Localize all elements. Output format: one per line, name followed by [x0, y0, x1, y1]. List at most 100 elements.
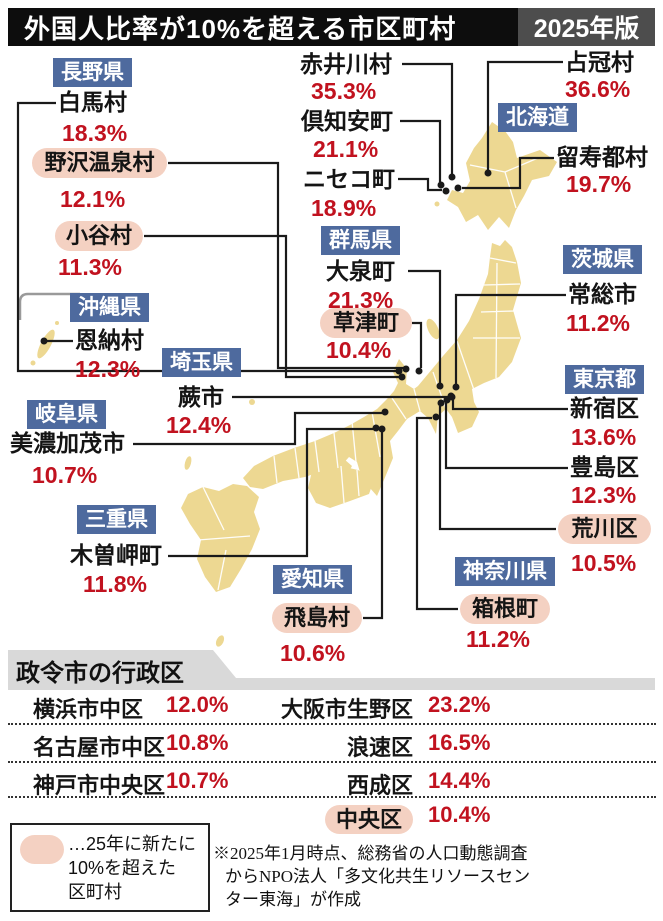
- map-okinawa-main-island: [37, 329, 55, 359]
- legend-line: 10%を超えた: [68, 858, 177, 878]
- connector-hakone: [415, 416, 458, 611]
- municipality-pct-minokamo: 10.7%: [32, 462, 98, 488]
- ward-row-pct: 10.7%: [166, 768, 229, 793]
- map-oki-island: [249, 399, 255, 405]
- municipality-label-arakawa: 荒川区: [558, 514, 651, 545]
- source-note: ※2025年1月時点、総務省の人口動態調査 からNPO法人「多文化共生リソースセ…: [213, 842, 659, 911]
- municipality-label-hakuba: 白馬村: [58, 89, 127, 115]
- legend-pink-swatch: [20, 835, 64, 864]
- ward-row-pct: 16.5%: [428, 730, 491, 755]
- connector-rusutsu: [462, 156, 554, 190]
- municipality-pct-akaigawa: 35.3%: [311, 78, 377, 104]
- location-dot-akaigawa: [448, 173, 456, 181]
- ward-row-pct: 12.0%: [166, 692, 229, 717]
- location-dot-onna: [40, 337, 48, 345]
- ward-row-name-highlight: 中央区: [324, 805, 413, 834]
- municipality-label-oizumi: 大泉町: [326, 258, 395, 284]
- municipality-pct-toshima: 12.3%: [571, 482, 637, 508]
- connector-nozawa: [168, 161, 404, 370]
- ward-row-name: 中央区: [255, 802, 413, 834]
- municipality-label-warabi: 蕨市: [178, 384, 224, 410]
- location-dot-otari: [398, 373, 406, 381]
- municipality-label-akaigawa: 赤井川村: [300, 51, 392, 77]
- ward-row-name: 西成区: [346, 773, 413, 798]
- municipality-label-minokamo: 美濃加茂市: [10, 430, 125, 456]
- map-okinawa-islet-2: [55, 321, 59, 325]
- connector-akaigawa: [402, 62, 454, 174]
- location-dot-tobishima: [378, 425, 386, 433]
- ward-row-name: 横浜市中区: [33, 697, 144, 722]
- municipality-label-toshima: 豊島区: [570, 454, 639, 480]
- municipality-pct-onna: 12.3%: [75, 356, 141, 382]
- map-awaji-island: [339, 459, 352, 475]
- municipality-label-kusatsu: 草津町: [320, 308, 412, 339]
- ward-row-name: 名古屋市中区: [33, 735, 166, 760]
- ward-row-name: 浪速区: [346, 735, 413, 760]
- location-dot-niseko: [442, 187, 450, 195]
- ward-row-pct: 14.4%: [428, 768, 491, 793]
- location-dot-toshima: [443, 396, 451, 404]
- municipality-pct-joso: 11.2%: [566, 310, 630, 336]
- legend-line: …25年に新たに: [68, 834, 197, 854]
- location-dot-nozawa: [402, 365, 410, 373]
- prefecture-label-ibaraki: 茨城県: [563, 245, 642, 274]
- municipality-pct-rusutsu: 19.7%: [566, 171, 632, 197]
- municipality-label-rusutsu: 留寿都村: [556, 144, 648, 170]
- prefecture-label-tokyo: 東京都: [565, 365, 644, 394]
- table-separator: [8, 796, 656, 798]
- source-line: ター東海」が作成: [225, 890, 361, 909]
- municipality-label-joso: 常総市: [568, 281, 637, 307]
- municipality-pct-warabi: 12.4%: [166, 412, 232, 438]
- ward-row-name: 神戸市中央区: [33, 773, 166, 798]
- municipality-label-shimukappu: 占冠村: [565, 49, 634, 75]
- prefecture-label-aichi: 愛知県: [273, 565, 352, 594]
- map-tsushima-island: [184, 456, 192, 470]
- connector-joso: [454, 293, 566, 384]
- connector-tobishima: [363, 432, 384, 620]
- table-separator: [8, 761, 656, 763]
- municipality-pct-kisosaki: 11.8%: [83, 571, 147, 597]
- municipality-label-shinjuku: 新宿区: [570, 395, 639, 421]
- connector-kisosaki: [168, 427, 373, 558]
- prefecture-label-kanagawa: 神奈川県: [455, 557, 555, 586]
- municipality-pct-nozawa: 12.1%: [60, 186, 126, 212]
- prefecture-label-gifu: 岐阜県: [27, 400, 106, 429]
- municipality-label-onna: 恩納村: [75, 327, 144, 353]
- map-sado-island: [426, 318, 440, 340]
- connector-kusatsu: [412, 321, 423, 368]
- prefecture-label-nagano: 長野県: [53, 58, 132, 87]
- map-okushiri-island: [434, 201, 440, 207]
- municipality-pct-shinjuku: 13.6%: [571, 424, 637, 450]
- okinawa-inset-border: [18, 292, 80, 320]
- connector-kutchan: [400, 119, 442, 182]
- ward-row-name: 大阪市生野区: [280, 697, 413, 722]
- location-dot-joso: [452, 383, 460, 391]
- map-yakushima-island: [220, 572, 228, 580]
- municipality-pct-hakone: 11.2%: [466, 626, 530, 652]
- connector-oizumi: [408, 269, 442, 383]
- map-okinawa-islet-1: [30, 360, 36, 366]
- map-hokkaido: [447, 122, 557, 230]
- map-tanegashima-island: [206, 564, 214, 576]
- location-dot-minokamo: [381, 408, 389, 416]
- prefecture-label-gunma: 群馬県: [321, 226, 400, 255]
- connector-shinjuku: [451, 399, 568, 411]
- municipality-label-tobishima: 飛島村: [272, 603, 362, 634]
- municipality-pct-arakawa: 10.5%: [571, 550, 637, 576]
- location-dot-hakuba: [395, 367, 403, 375]
- municipality-label-otari: 小谷村: [55, 221, 143, 252]
- municipality-pct-shimukappu: 36.6%: [565, 76, 631, 102]
- location-dot-kisosaki: [372, 424, 380, 432]
- prefecture-label-saitama: 埼玉県: [162, 348, 241, 377]
- municipality-pct-niseko: 18.9%: [311, 195, 377, 221]
- edition-badge: 2025年版: [518, 8, 655, 46]
- page-title: 外国人比率が10%を超える市区町村: [8, 8, 518, 46]
- connector-otari: [144, 234, 400, 379]
- page-title-text: 外国人比率が10%を超える市区町村: [24, 13, 457, 44]
- table-separator: [8, 723, 656, 725]
- municipality-label-hakone: 箱根町: [460, 594, 550, 625]
- municipality-pct-hakuba: 18.3%: [62, 120, 128, 146]
- source-line: ※2025年1月時点、総務省の人口動態調査: [213, 844, 528, 863]
